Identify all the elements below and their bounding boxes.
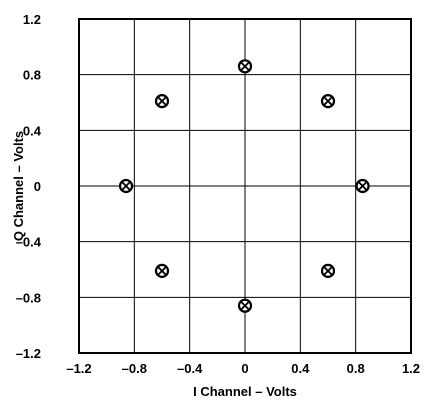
y-tick-label: –1.2 <box>16 346 41 361</box>
data-point <box>154 94 170 109</box>
y-tick-label: 0 <box>34 179 41 194</box>
data-point <box>118 178 134 194</box>
x-tick-label: 0.8 <box>347 361 365 376</box>
data-point <box>320 263 336 278</box>
data-points <box>118 59 370 313</box>
tick-labels: –1.2 –0.8 –0.4 0 0.4 0.8 1.2 –1.2 –0.8 –0.4 0 0.4 0.… <box>16 12 420 376</box>
data-point <box>154 263 170 278</box>
x-axis-title: I Channel – Volts <box>193 384 297 399</box>
y-tick-label: 0.8 <box>23 68 41 83</box>
y-axis-title: Q Channel – Volts <box>11 131 26 241</box>
x-tick-label: –1.2 <box>66 361 91 376</box>
y-tick-label: 0.4 <box>23 123 42 138</box>
x-tick-label: –0.8 <box>122 361 147 376</box>
y-tick-label: 1.2 <box>23 12 41 27</box>
x-tick-label: –0.4 <box>177 361 203 376</box>
plot-frame <box>78 18 412 354</box>
x-tick-label: 1.2 <box>402 361 420 376</box>
x-tick-label: 0 <box>241 361 248 376</box>
data-point <box>355 178 370 194</box>
x-tick-label: 0.4 <box>291 361 310 376</box>
data-point <box>237 59 253 74</box>
data-point <box>237 298 253 313</box>
data-point <box>320 94 336 109</box>
y-tick-label: –0.8 <box>16 290 41 305</box>
y-tick-label: –0.4 <box>16 235 42 250</box>
